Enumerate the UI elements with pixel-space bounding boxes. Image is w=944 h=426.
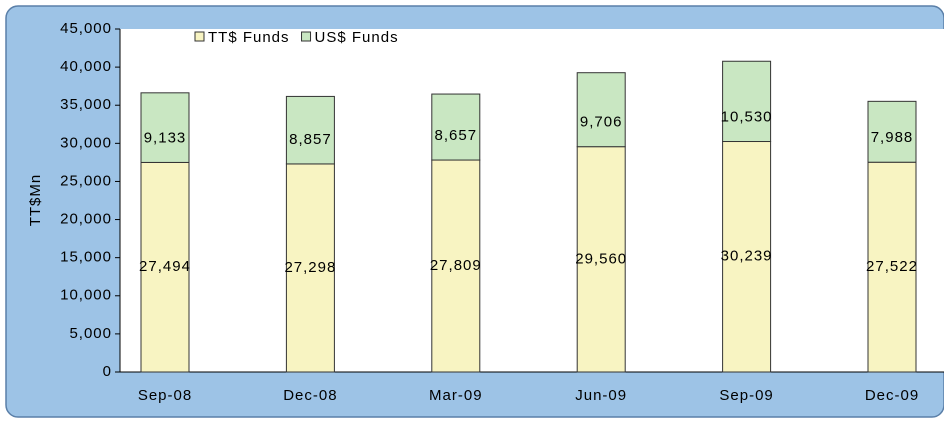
bar-segment [576,72,626,148]
legend-label: US$ Funds [315,29,399,46]
y-tick-label: 45,000 [60,20,112,37]
bar-segment [431,93,481,161]
bar-segment [722,60,772,143]
data-label: 27,298 [284,259,336,276]
y-tick-label: 35,000 [60,96,112,113]
data-label: 7,988 [871,129,914,146]
x-tick-label: Mar-09 [429,387,483,404]
data-label: 27,809 [430,257,482,274]
plot-area [120,29,944,372]
data-label: 30,239 [721,248,773,265]
y-axis-label: TT$Mn [27,174,44,227]
y-tick-label: 0 [103,363,112,380]
bar-segment [431,159,481,373]
bar-segment [576,146,626,373]
x-tick-label: Jun-09 [575,387,627,404]
bar-segment [140,92,190,163]
x-tick-label: Sep-09 [719,387,773,404]
data-label: 10,530 [721,108,773,125]
y-tick-label: 20,000 [60,211,112,228]
data-label: 27,494 [139,258,191,275]
x-tick-label: Dec-08 [283,387,337,404]
data-label: 9,133 [144,129,187,146]
data-label: 29,560 [575,250,627,267]
y-tick-label: 15,000 [60,249,112,266]
bar-segment [722,141,772,373]
y-tick-label: 30,000 [60,134,112,151]
bar-segment [867,100,917,163]
y-tick-label: 25,000 [60,172,112,189]
y-tick-label: 10,000 [60,287,112,304]
bar-segment [285,95,335,165]
x-tick-label: Dec-09 [865,387,919,404]
legend-swatch [301,31,312,42]
y-tick-label: 5,000 [69,325,112,342]
bar-segment [867,161,917,373]
bar-segment [140,161,190,373]
data-label: 27,522 [866,258,918,275]
data-label: 8,657 [435,127,478,144]
legend-swatch [194,31,205,42]
y-tick-label: 40,000 [60,58,112,75]
data-label: 8,857 [289,131,332,148]
legend-label: TT$ Funds [208,29,290,46]
x-tick-label: Sep-08 [138,387,192,404]
data-label: 9,706 [580,114,623,131]
